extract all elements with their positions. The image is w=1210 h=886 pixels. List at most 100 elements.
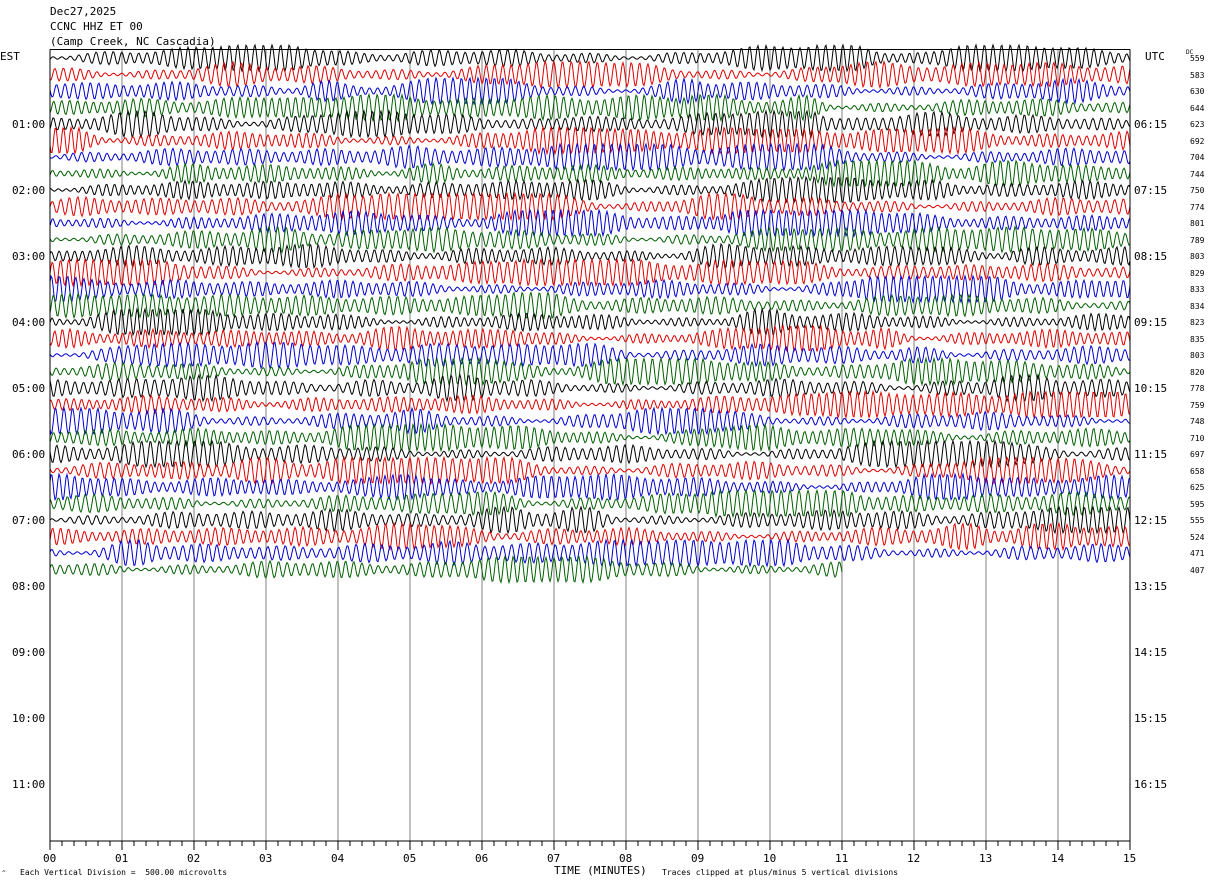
left-hour-label: 09:00	[12, 646, 46, 659]
dc-offset-label: 823	[1190, 318, 1205, 327]
right-hour-label: 16:15	[1134, 778, 1168, 791]
header-station: CCNC HHZ ET 00	[50, 20, 143, 33]
x-tick-label: 00	[43, 852, 57, 865]
x-tick-label: 03	[259, 852, 273, 865]
x-tick-label: 06	[475, 852, 489, 865]
dc-offset-label: 744	[1190, 169, 1205, 179]
trace-line	[49, 208, 1131, 238]
right-hour-label: 12:15	[1134, 514, 1168, 527]
dc-offset-label: 820	[1190, 367, 1205, 377]
dc-offset-label: 658	[1190, 466, 1205, 476]
seismogram-traces	[49, 43, 1131, 585]
right-hour-label: 07:15	[1134, 184, 1168, 197]
right-hour-label: 15:15	[1134, 712, 1168, 725]
dc-offset-label: 833	[1190, 285, 1205, 294]
dc-offset-label: 801	[1190, 219, 1205, 228]
dc-offset-label: 595	[1190, 499, 1205, 509]
dc-offset-label: 625	[1190, 483, 1205, 492]
x-tick-label: 14	[1051, 852, 1065, 865]
left-hour-label: 11:00	[12, 778, 46, 791]
x-axis-title: TIME (MINUTES)	[554, 864, 647, 877]
dc-offset-label: 644	[1190, 103, 1205, 113]
dc-offset-label: 803	[1190, 351, 1205, 360]
x-tick-label: 10	[763, 852, 777, 865]
dc-offset-label: 829	[1190, 268, 1205, 278]
trace-line	[49, 373, 1131, 403]
right-hour-label: 09:15	[1134, 316, 1168, 329]
right-hour-label: 08:15	[1134, 250, 1168, 263]
left-hour-label: 08:00	[12, 580, 46, 593]
left-hour-label: 06:00	[12, 448, 46, 461]
trace-line	[49, 191, 1131, 222]
dc-offset-label: 559	[1190, 54, 1205, 63]
dc-offset-label: 803	[1190, 252, 1205, 261]
dc-offset-label: 835	[1190, 334, 1205, 344]
dc-offset-label: 834	[1190, 301, 1205, 311]
left-hour-label: 02:00	[12, 184, 46, 197]
scale-note: Each Vertical Division = 500.00 microvol…	[20, 868, 228, 877]
trace-line	[49, 224, 1131, 255]
right-hour-label: 11:15	[1134, 448, 1168, 461]
trace-line	[49, 158, 1131, 188]
trace-line	[49, 538, 1131, 568]
x-tick-label: 07	[547, 852, 561, 865]
trace-line	[49, 389, 1130, 420]
trace-line	[49, 59, 1131, 90]
trace-line	[49, 76, 1131, 106]
trace-line	[49, 406, 1131, 436]
dc-offset-label: 778	[1190, 384, 1205, 393]
trace-line	[49, 257, 1131, 288]
x-tick-label: 05	[403, 852, 417, 865]
trace-line	[49, 439, 1131, 469]
dc-offset-label: 750	[1190, 186, 1205, 195]
trace-line	[49, 242, 1131, 270]
dc-offset-label: 407	[1190, 565, 1205, 575]
trace-line	[49, 142, 1131, 172]
x-tick-label: 09	[691, 852, 705, 865]
dc-offset-label: 748	[1190, 417, 1205, 426]
clip-note: Traces clipped at plus/minus 5 vertical …	[662, 868, 899, 877]
x-tick-label: 11	[835, 852, 849, 865]
right-timezone-label: UTC	[1145, 50, 1165, 63]
left-hour-label: 03:00	[12, 250, 46, 263]
x-tick-label: 13	[979, 852, 993, 865]
right-hour-label: 10:15	[1134, 382, 1168, 395]
trace-line	[49, 175, 1131, 205]
x-tick-label: 04	[331, 852, 345, 865]
dc-offset-label: 524	[1190, 532, 1205, 542]
dc-offset-label: 759	[1190, 400, 1205, 410]
header-location: (Camp Creek, NC Cascadia)	[50, 35, 216, 48]
axis-ticks	[49, 841, 1131, 850]
dc-offset-label: 623	[1190, 120, 1205, 129]
left-hour-label: 10:00	[12, 712, 46, 725]
trace-line	[49, 92, 1131, 123]
trace-line	[49, 125, 1131, 156]
trace-line	[49, 356, 1131, 387]
dc-header: DC	[1186, 49, 1194, 56]
dc-offset-label: 710	[1190, 433, 1205, 443]
dc-offset-label: 692	[1190, 136, 1205, 146]
trace-line	[49, 554, 843, 585]
trace-line	[49, 307, 1131, 337]
dc-offset-label: 630	[1190, 87, 1205, 96]
x-tick-label: 12	[907, 852, 921, 865]
dc-offset-label: 774	[1190, 202, 1205, 212]
left-hour-label: 05:00	[12, 382, 46, 395]
dc-offset-label: 704	[1190, 153, 1205, 162]
x-tick-label: 01	[115, 852, 129, 865]
header-date: Dec27,2025	[50, 5, 117, 18]
corner-mark: ^	[2, 870, 6, 877]
x-tick-label: 02	[187, 852, 201, 865]
trace-line	[49, 323, 1131, 353]
dc-offset-label: 789	[1190, 235, 1205, 245]
dc-offset-label: 697	[1190, 450, 1205, 459]
trace-line	[49, 109, 1131, 139]
trace-line	[49, 455, 1131, 486]
trace-line	[49, 472, 1131, 502]
right-hour-label: 06:15	[1134, 118, 1168, 131]
trace-line	[49, 488, 1131, 519]
trace-line	[49, 422, 1131, 453]
trace-line	[49, 505, 1131, 535]
right-hour-label: 14:15	[1134, 646, 1168, 659]
